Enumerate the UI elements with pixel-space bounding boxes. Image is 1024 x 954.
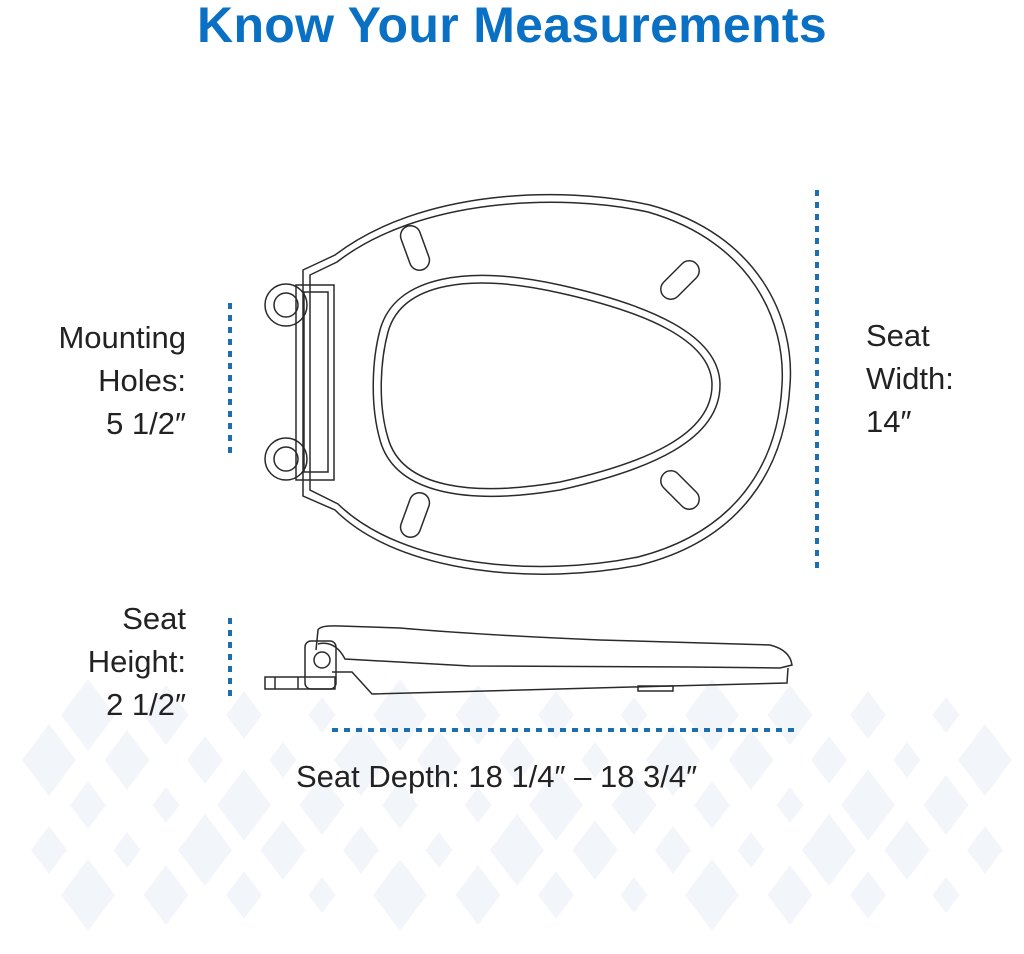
background-diamond [581, 742, 609, 778]
label-line: Seat [866, 318, 930, 353]
background-diamond [217, 769, 271, 841]
background-diamond [923, 775, 969, 835]
background-diamond [178, 814, 232, 886]
background-diamond [104, 730, 150, 790]
background-diamond [499, 736, 535, 784]
background-diamond [308, 877, 336, 913]
hinge-plate [295, 284, 335, 481]
background-diamond [932, 697, 960, 733]
bumper [399, 225, 431, 271]
background-diamond [529, 769, 583, 841]
label-line: Mounting [58, 320, 186, 355]
seat-opening-inner [380, 282, 713, 490]
label-line: 5 1/2″ [106, 406, 186, 441]
background-diamond [646, 724, 700, 796]
background-diamond [464, 787, 492, 823]
background-diamond [802, 814, 856, 886]
background-diamond [143, 865, 189, 925]
background-diamond [425, 832, 453, 868]
seat-outer-outline [302, 193, 792, 575]
background-diamond [373, 679, 427, 751]
background-diamond [538, 871, 574, 919]
bumper [399, 492, 431, 538]
background-diamond [811, 736, 847, 784]
bumper [660, 260, 700, 300]
background-diamond [260, 820, 306, 880]
background-diamond [694, 781, 730, 829]
background-diamond [61, 859, 115, 931]
seat-depth-label: Seat Depth: 18 1/4″ – 18 3/4″ [296, 759, 698, 794]
background-diamond [226, 691, 262, 739]
background-diamond [685, 859, 739, 931]
background-diamond [884, 820, 930, 880]
background-diamond [620, 877, 648, 913]
label-line: Width: [866, 361, 954, 396]
background-diamond [373, 859, 427, 931]
seat-base-profile [332, 667, 789, 695]
label-line: Height: [87, 644, 186, 679]
mounting-hole-top [264, 283, 308, 327]
seat-height-label: Seat Height: 2 1/2″ [0, 597, 186, 726]
hinge-post [304, 640, 337, 690]
page-title: Know Your Measurements [197, 0, 827, 53]
background-diamond [572, 820, 618, 880]
background-diamond [767, 865, 813, 925]
side-bumper [637, 685, 674, 692]
background-diamond [143, 685, 189, 745]
background-diamond [269, 742, 297, 778]
seat-side-view [264, 625, 793, 695]
hinge-base [264, 676, 336, 690]
background-diamond [958, 724, 1012, 796]
background-diamond [226, 871, 262, 919]
mounting-holes-label: Mounting Holes: 5 1/2″ [0, 316, 186, 445]
background-diamond [932, 877, 960, 913]
label-line: 2 1/2″ [106, 687, 186, 722]
hinge-pin [313, 651, 331, 669]
background-diamond [776, 787, 804, 823]
background-diamond [22, 724, 76, 796]
background-diamond [334, 724, 388, 796]
background-diamond [850, 691, 886, 739]
background-diamond [299, 775, 345, 835]
label-line: Seat [122, 601, 186, 636]
background-diamond [70, 781, 106, 829]
background-diamond [187, 736, 223, 784]
mounting-hole-bottom [264, 437, 308, 481]
background-diamond [61, 679, 115, 751]
seat-opening [372, 274, 721, 498]
bumper [660, 470, 700, 510]
background-diamond [967, 826, 1003, 874]
background-diamond [620, 697, 648, 733]
background-diamond [343, 826, 379, 874]
background-diamond [455, 865, 501, 925]
background-diamond [113, 832, 141, 868]
background-diamond [841, 769, 895, 841]
background-diamond [611, 775, 657, 835]
background-diamond [728, 730, 774, 790]
background-diamond [655, 826, 691, 874]
background-diamond [31, 826, 67, 874]
seat-width-label: Seat Width: 14″ [866, 314, 954, 443]
background-diamond [538, 691, 574, 739]
background-diamond [685, 679, 739, 751]
seat-lid-profile [315, 625, 793, 669]
seat-inner-rim [309, 201, 784, 568]
background-diamond [416, 730, 462, 790]
background-diamond [737, 832, 765, 868]
background-diamond [382, 781, 418, 829]
background-diamond [490, 814, 544, 886]
background-diamond [308, 697, 336, 733]
background-diamond [152, 787, 180, 823]
dimension-lines [228, 190, 819, 732]
background-diamond [893, 742, 921, 778]
label-line: 14″ [866, 404, 912, 439]
label-line: Holes: [98, 363, 186, 398]
seat-top-view [264, 193, 792, 575]
background-diamond [850, 871, 886, 919]
